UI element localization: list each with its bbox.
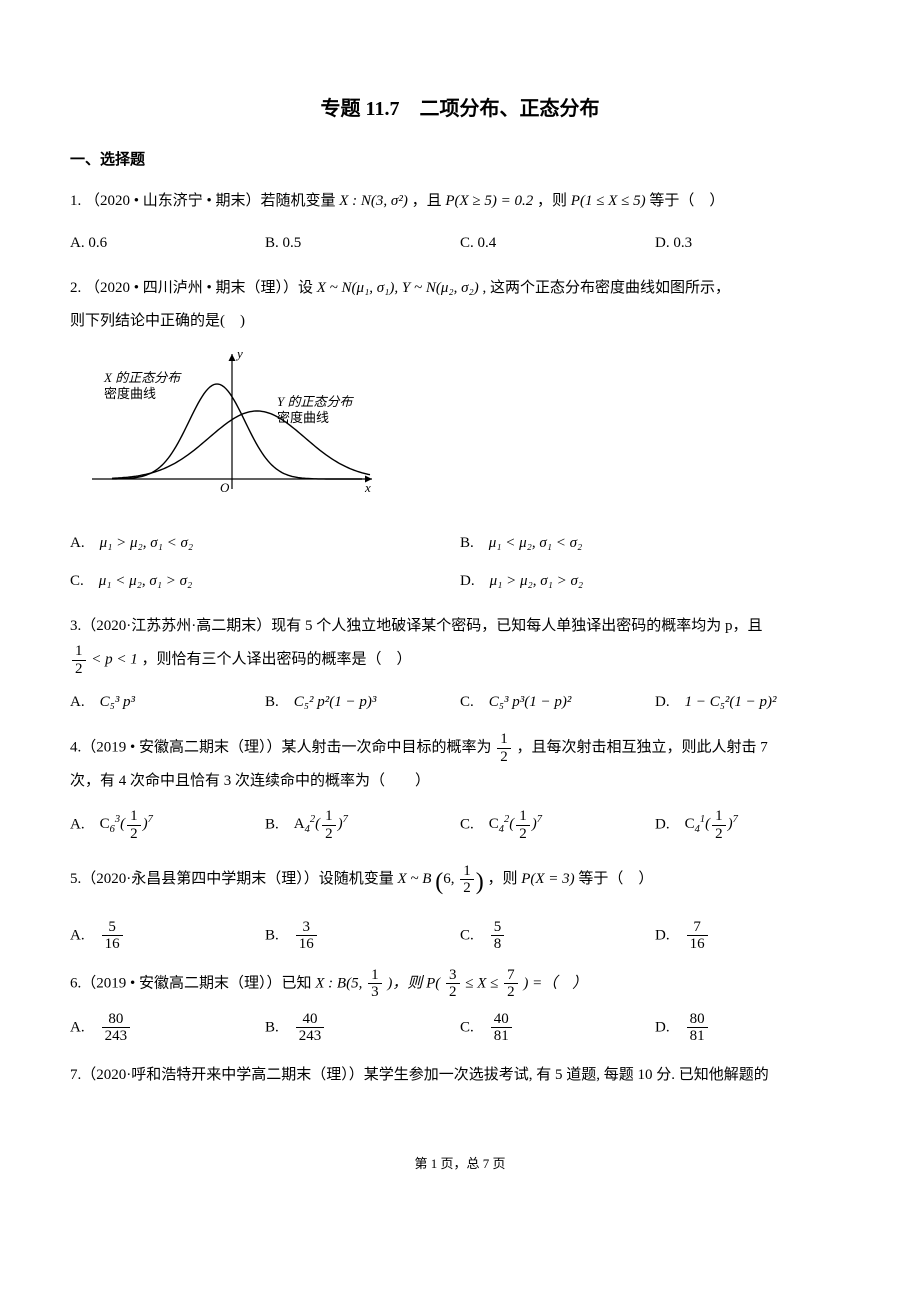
q1-stem-e: ，则 — [537, 193, 571, 209]
y-axis-label: y — [235, 346, 243, 361]
q7-stem: 7.（2020·呼和浩特开来中学高二期末（理））某学生参加一次选拔考试, 有 5… — [70, 1067, 769, 1083]
q2-opt-d: D. μ₁ > μ₂, σ₁ > σ₂ — [460, 562, 850, 600]
page-footer: 第 1 页，总 7 页 — [70, 1152, 850, 1177]
q5-opt-b: B. 316 — [265, 915, 460, 957]
q5-opt-d: D. 716 — [655, 915, 850, 957]
question-7: 7.（2020·呼和浩特开来中学高二期末（理））某学生参加一次选拔考试, 有 5… — [70, 1059, 850, 1092]
curve-x-label-1: X 的正态分布 — [103, 370, 182, 385]
question-6: 6.（2019 • 安徽高二期末（理））已知 X : B(5, 13 )，则 P… — [70, 967, 850, 1001]
q3-opt-c: C. C₅³ p³(1 − p)² — [460, 683, 655, 721]
q3-stem-c: ，则恰有三个人译出密码的概率是（ ） — [142, 651, 412, 667]
curve-y-label-1: Y 的正态分布 — [277, 394, 354, 409]
question-4: 4.（2019 • 安徽高二期末（理））某人射击一次命中目标的概率为 12 ，且… — [70, 731, 850, 798]
q3-opt-b: B. C₅² p²(1 − p)³ — [265, 683, 460, 721]
q6-stem-b: X : B(5, — [315, 975, 366, 991]
q4-frac: 12 — [497, 731, 511, 765]
q1-stem-g: 等于（ ） — [649, 193, 724, 209]
q1-stem-a: 1. （2020 • 山东济宁 • 期末）若随机变量 — [70, 193, 339, 209]
q3-stem-a: 3.（2020·江苏苏州·高二期末）现有 5 个人独立地破译某个密码，已知每人单… — [70, 618, 763, 634]
question-3: 3.（2020·江苏苏州·高二期末）现有 5 个人独立地破译某个密码，已知每人单… — [70, 610, 850, 677]
q4-options: A. C63(12)7 B. A42(12)7 C. C42(12)7 D. C… — [70, 804, 850, 846]
q6-options: A. 80243 B. 40243 C. 4081 D. 8081 — [70, 1007, 850, 1049]
q2-stem-c: , 这两个正态分布密度曲线如图所示， — [482, 280, 730, 296]
question-1: 1. （2020 • 山东济宁 • 期末）若随机变量 X : N(3, σ²) … — [70, 185, 850, 218]
q5-stem-a: 5.（2020·永昌县第四中学期末（理））设随机变量 — [70, 871, 398, 887]
q1-math-2: P(X ≥ 5) = 0.2 — [445, 193, 533, 209]
q1-options: A. 0.6 B. 0.5 C. 0.4 D. 0.3 — [70, 224, 850, 262]
q3-frac: 12 — [72, 643, 86, 677]
curve-x-label-2: 密度曲线 — [104, 386, 156, 401]
question-5: 5.（2020·永昌县第四中学期末（理））设随机变量 X ~ B (6, 12)… — [70, 856, 850, 909]
q2-options: A. μ₁ > μ₂, σ₁ < σ₂ B. μ₁ < μ₂, σ₁ < σ₂ … — [70, 524, 850, 600]
q4-stem-c: 次，有 4 次命中且恰有 3 次连续命中的概率为（ ） — [70, 773, 430, 789]
q5-stem-b: X ~ B — [398, 871, 432, 887]
q6-stem-e: ) =（ ） — [523, 975, 587, 991]
q2-stem-d: 则下列结论中正确的是( ) — [70, 313, 245, 329]
q4-opt-a: A. C63(12)7 — [70, 804, 265, 846]
q3-options: A. C₅³ p³ B. C₅² p²(1 − p)³ C. C₅³ p³(1 … — [70, 683, 850, 721]
q4-stem-b: ，且每次射击相互独立，则此人射击 7 — [517, 739, 768, 755]
q3-opt-a: A. C₅³ p³ — [70, 683, 265, 721]
q1-opt-a: A. 0.6 — [70, 224, 265, 262]
q5-options: A. 516 B. 316 C. 58 D. 716 — [70, 915, 850, 957]
q3-opt-d: D. 1 − C₅²(1 − p)² — [655, 683, 850, 721]
x-axis-label: x — [364, 480, 371, 495]
curve-y-label-2: 密度曲线 — [277, 410, 329, 425]
q6-stem-d: ≤ X ≤ — [465, 975, 502, 991]
q5-stem-e: 等于（ ） — [578, 871, 653, 887]
q2-opt-a: A. μ₁ > μ₂, σ₁ < σ₂ — [70, 524, 460, 562]
q2-opt-b: B. μ₁ < μ₂, σ₁ < σ₂ — [460, 524, 850, 562]
q1-stem-c: ，且 — [412, 193, 446, 209]
q1-math-1: X : N(3, σ²) — [339, 193, 408, 209]
q6-opt-c: C. 4081 — [460, 1007, 655, 1049]
q5-opt-a: A. 516 — [70, 915, 265, 957]
question-2: 2. （2020 • 四川泸州 • 期末（理））设 X ~ N(μ₁, σ₁),… — [70, 272, 850, 338]
q3-stem-b: < p < 1 — [91, 651, 138, 667]
origin-label: O — [220, 480, 230, 495]
q2-math-1: X ~ N(μ₁, σ₁), Y ~ N(μ₂, σ₂) — [317, 280, 479, 296]
q5-stem-c: ，则 — [487, 871, 521, 887]
q1-opt-d: D. 0.3 — [655, 224, 850, 262]
page-title: 专题 11.7 二项分布、正态分布 — [70, 90, 850, 128]
q4-opt-b: B. A42(12)7 — [265, 804, 460, 846]
q6-opt-b: B. 40243 — [265, 1007, 460, 1049]
q6-stem-c: )，则 P( — [387, 975, 440, 991]
q4-stem-a: 4.（2019 • 安徽高二期末（理））某人射击一次命中目标的概率为 — [70, 739, 495, 755]
q1-opt-c: C. 0.4 — [460, 224, 655, 262]
q4-opt-c: C. C42(12)7 — [460, 804, 655, 846]
q4-opt-d: D. C41(12)7 — [655, 804, 850, 846]
section-1-header: 一、选择题 — [70, 146, 850, 175]
q2-opt-c: C. μ₁ < μ₂, σ₁ > σ₂ — [70, 562, 460, 600]
q1-opt-b: B. 0.5 — [265, 224, 460, 262]
q5-opt-c: C. 58 — [460, 915, 655, 957]
q6-stem-a: 6.（2019 • 安徽高二期末（理））已知 — [70, 975, 315, 991]
q6-opt-a: A. 80243 — [70, 1007, 265, 1049]
q1-math-3: P(1 ≤ X ≤ 5) — [571, 193, 646, 209]
q2-chart: y x O X 的正态分布 密度曲线 Y 的正态分布 密度曲线 — [82, 344, 850, 515]
q2-stem-a: 2. （2020 • 四川泸州 • 期末（理））设 — [70, 280, 317, 296]
q6-opt-d: D. 8081 — [655, 1007, 850, 1049]
q5-stem-d: P(X = 3) — [521, 871, 574, 887]
